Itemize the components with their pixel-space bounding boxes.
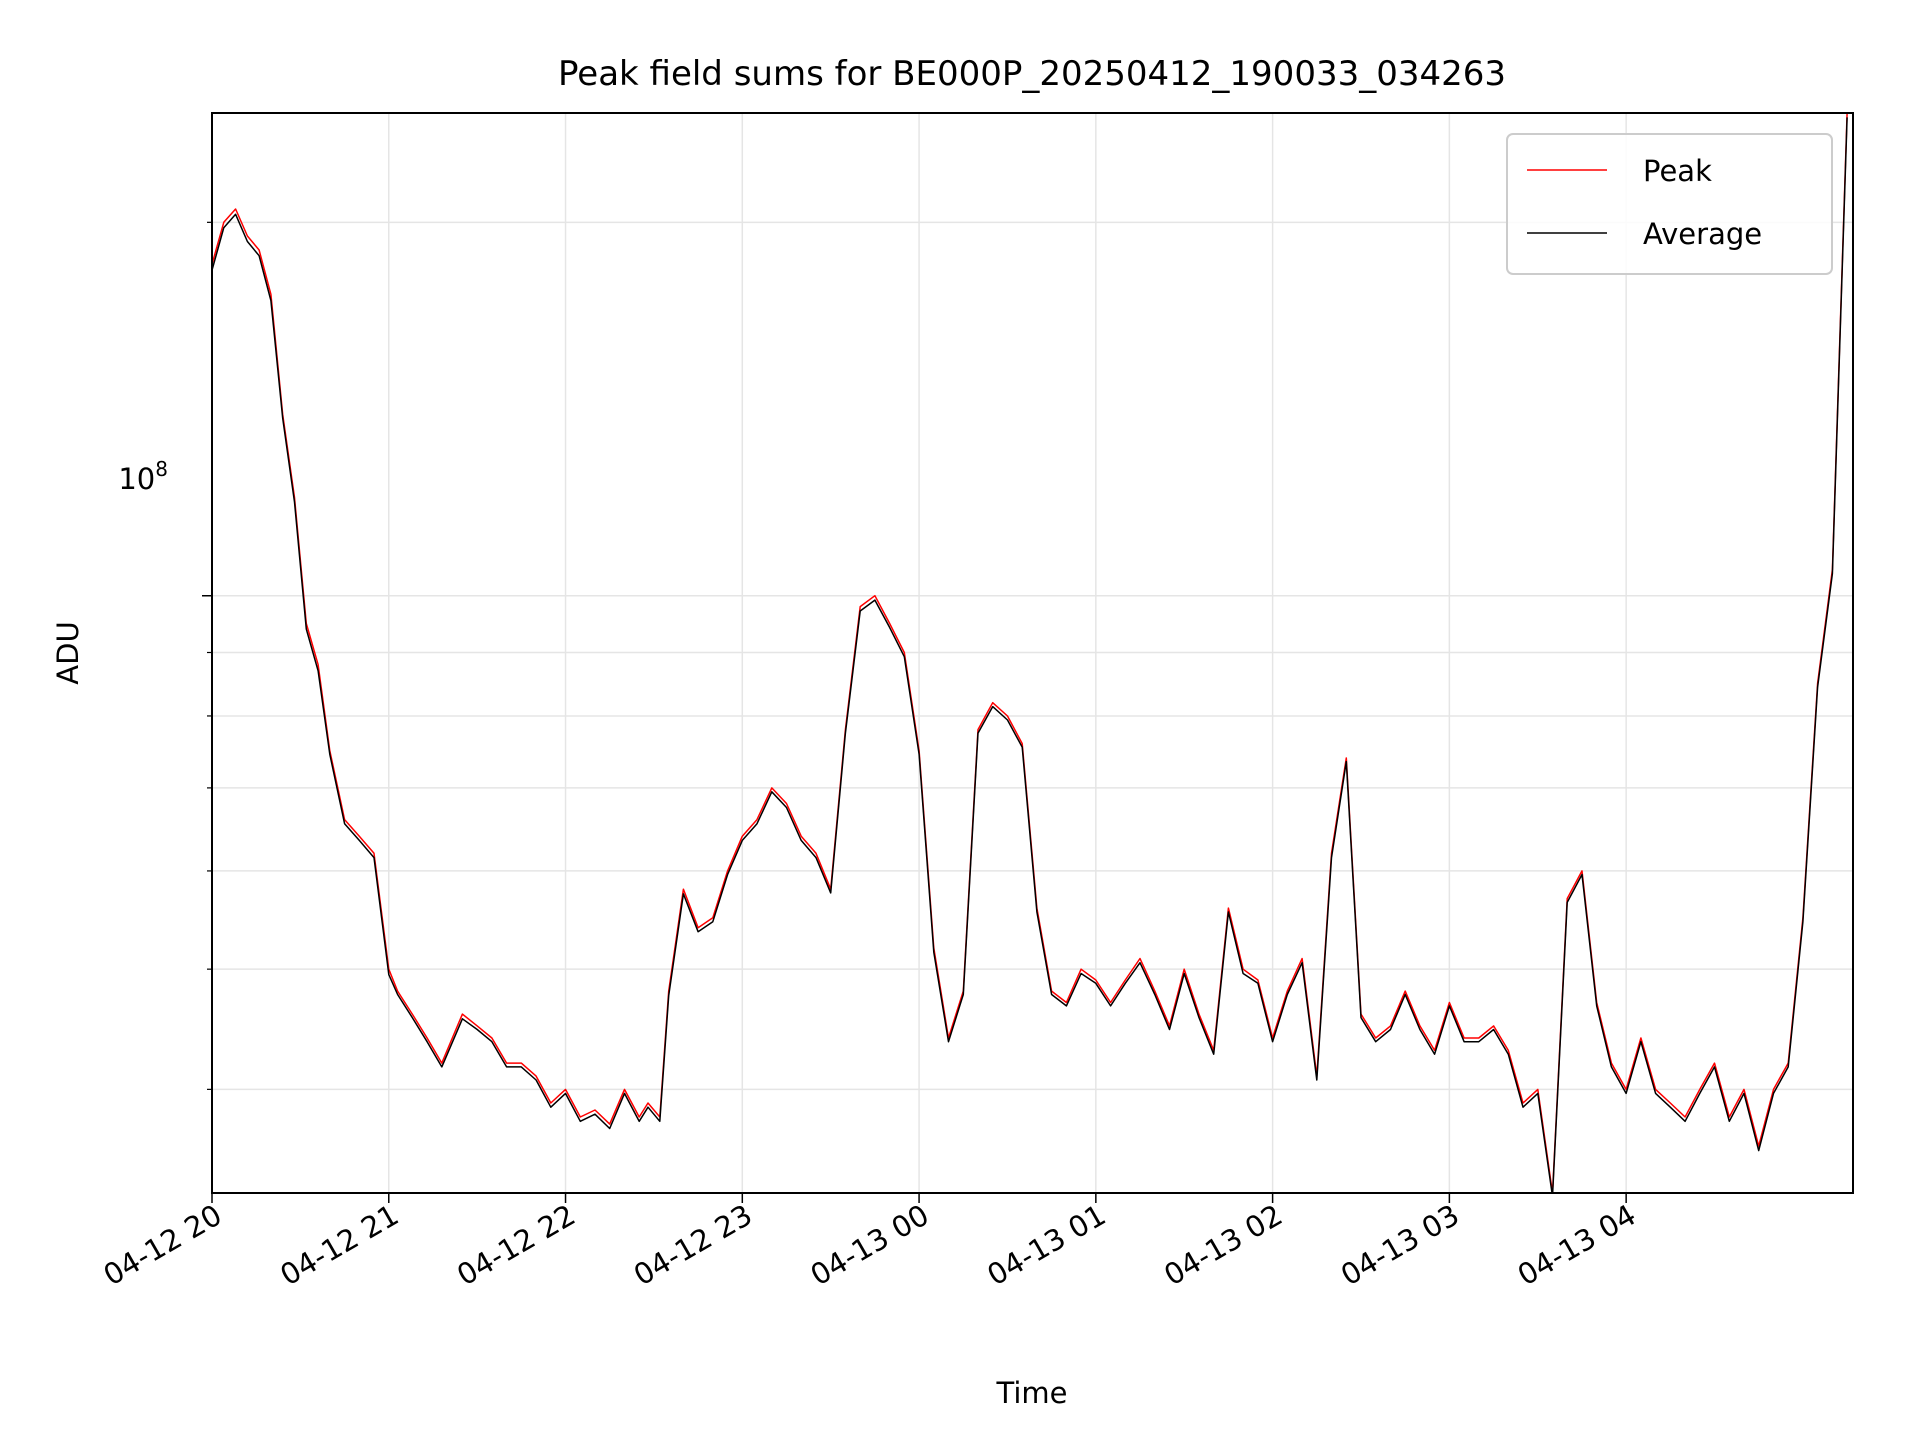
y-tick-base: 10 bbox=[118, 462, 155, 496]
x-tick-label: 04-12 22 bbox=[451, 1198, 581, 1293]
legend: Peak Average bbox=[1506, 133, 1833, 275]
series-layer bbox=[212, 113, 1848, 1193]
series-line-average bbox=[212, 117, 1848, 1193]
x-tick-label: 04-13 04 bbox=[1512, 1198, 1642, 1293]
legend-box bbox=[1506, 133, 1833, 275]
x-axis-label: Time bbox=[996, 1376, 1068, 1410]
legend-average-label: Average bbox=[1643, 217, 1762, 251]
y-tick-exponent: 8 bbox=[155, 457, 168, 481]
grid-layer bbox=[211, 113, 1853, 1193]
chart-title: Peak field sums for BE000P_20250412_1900… bbox=[558, 54, 1506, 94]
series-line-peak bbox=[212, 113, 1848, 1193]
x-tick-label: 04-13 00 bbox=[805, 1198, 935, 1293]
y-tick-label: 108 bbox=[118, 457, 168, 496]
x-tick-label: 04-12 23 bbox=[628, 1198, 758, 1293]
x-tick-label: 04-13 02 bbox=[1158, 1198, 1288, 1293]
x-tick-label: 04-12 21 bbox=[274, 1198, 404, 1293]
tick-layer: 04-12 20 04-12 21 04-12 22 04-12 23 04-13 00… bbox=[98, 221, 1642, 1293]
legend-peak-label: Peak bbox=[1643, 154, 1712, 188]
x-tick-label: 04-13 03 bbox=[1335, 1198, 1465, 1293]
x-tick-label: 04-12 20 bbox=[98, 1198, 228, 1293]
x-tick-label: 04-13 01 bbox=[981, 1198, 1111, 1293]
y-axis-label: ADU bbox=[51, 621, 85, 684]
